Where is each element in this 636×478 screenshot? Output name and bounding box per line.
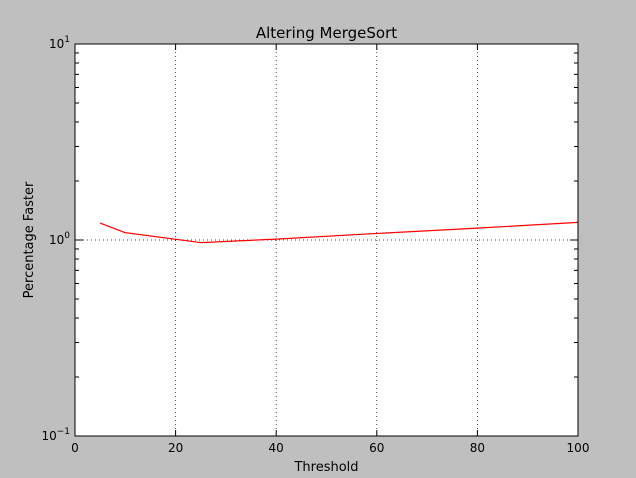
ticks	[74, 43, 579, 437]
grid	[75, 44, 578, 436]
series-layer	[99, 221, 579, 244]
x-tick-label: 60	[369, 441, 384, 455]
x-tick-label: 20	[168, 441, 183, 455]
y-tick-labels: 10−1 100 101	[41, 35, 70, 443]
x-tick-label: 100	[567, 441, 590, 455]
plot-area	[75, 44, 578, 436]
x-axis-label: Threshold	[293, 460, 358, 475]
y-tick-label: 100	[49, 231, 70, 247]
y-tick-label: 101	[49, 35, 70, 51]
y-tick-label: 10−1	[41, 427, 70, 443]
series-line	[99, 221, 579, 244]
x-tick-label: 0	[71, 441, 79, 455]
y-axis-label: Percentage Faster	[22, 181, 37, 298]
x-tick-label: 40	[269, 441, 284, 455]
chart-title: Altering MergeSort	[256, 24, 397, 42]
x-tick-label: 80	[470, 441, 485, 455]
x-tick-labels: 0 20 40 60 80 100	[71, 441, 589, 455]
